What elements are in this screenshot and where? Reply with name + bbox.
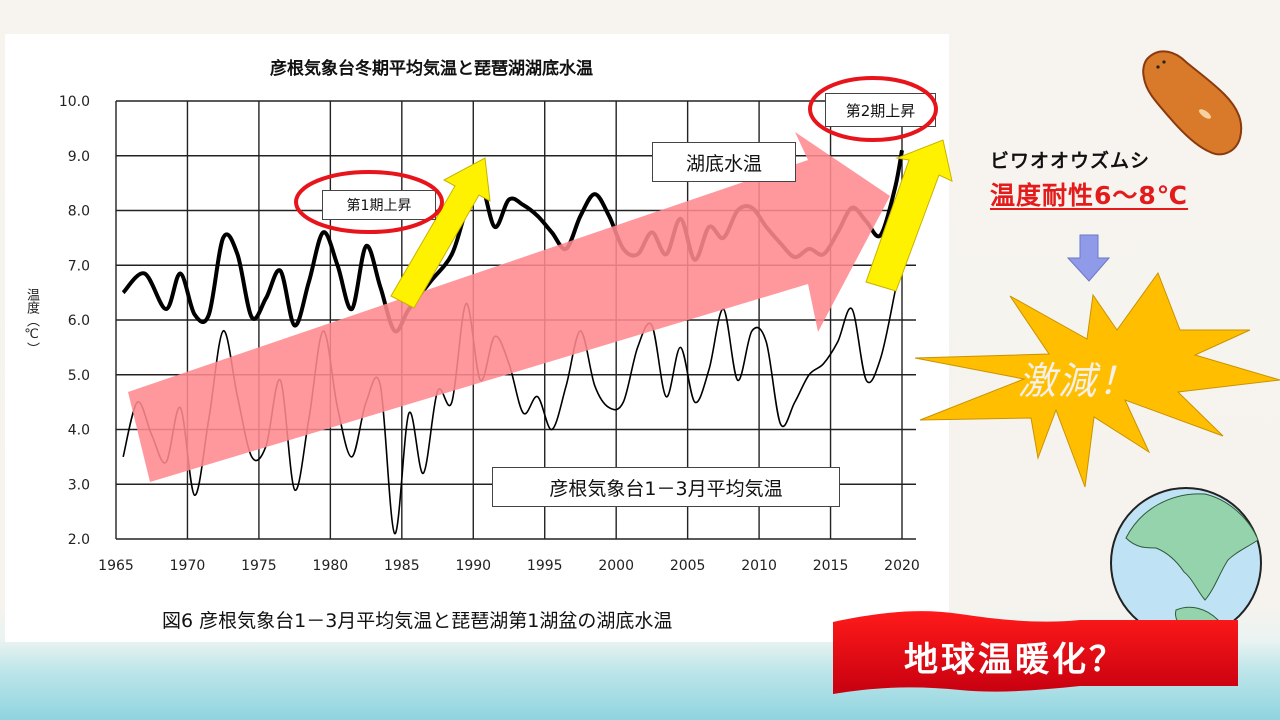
x-axis-ticks: 1965 1970 1975 1980 1985 1990 1995 2000 2005 2010… (98, 558, 920, 574)
x-tick-label: 1965 (98, 558, 134, 574)
y-axis-label: 温度（℃） (24, 288, 39, 355)
x-tick-label: 1995 (527, 558, 563, 574)
y-axis-ticks: 10.0 9.0 8.0 7.0 6.0 5.0 4.0 3.0 2.0 (59, 94, 90, 548)
y-tick-label: 5.0 (68, 368, 90, 384)
figure-caption: 図6 彦根気象台1－3月平均気温と琵琶湖第1湖盆の湖底水温 (162, 610, 673, 632)
x-tick-label: 1975 (241, 558, 277, 574)
y-tick-label: 9.0 (68, 149, 90, 165)
annotation-second-rise: 第2期上昇 (825, 93, 936, 127)
x-tick-label: 2000 (598, 558, 634, 574)
global-warming-text: 地球温暖化？ (904, 640, 1126, 680)
temperature-tolerance: 温度耐性6～8℃ (990, 181, 1189, 210)
second-rise-arrow-icon (865, 139, 953, 292)
x-tick-label: 1990 (455, 558, 491, 574)
legend-lake-bottom-temp: 湖底水温 (652, 142, 796, 182)
x-tick-label: 2005 (670, 558, 706, 574)
species-name: ビワオオウズムシ (990, 150, 1151, 172)
y-tick-label: 4.0 (68, 423, 90, 439)
chart-lines (121, 132, 904, 535)
x-tick-label: 1980 (313, 558, 349, 574)
y-tick-label: 8.0 (68, 204, 90, 220)
y-tick-label: 2.0 (68, 532, 90, 548)
upward-trend-arrow-icon (128, 132, 890, 482)
y-tick-label: 6.0 (68, 313, 90, 329)
y-tick-label: 7.0 (68, 258, 90, 274)
y-tick-label: 3.0 (68, 477, 90, 493)
sharp-decline-text: 激減！ (1018, 359, 1139, 403)
x-tick-label: 1970 (170, 558, 206, 574)
chart-title: 彦根気象台冬期平均気温と琵琶湖湖底水温 (270, 59, 593, 79)
y-tick-label: 10.0 (59, 94, 90, 110)
annotation-first-rise: 第1期上昇 (322, 190, 436, 220)
legend-air-temp: 彦根気象台1－3月平均気温 (492, 467, 840, 507)
x-tick-label: 2020 (884, 558, 920, 574)
x-tick-label: 2015 (813, 558, 849, 574)
x-tick-label: 1985 (384, 558, 420, 574)
x-tick-label: 2010 (741, 558, 777, 574)
